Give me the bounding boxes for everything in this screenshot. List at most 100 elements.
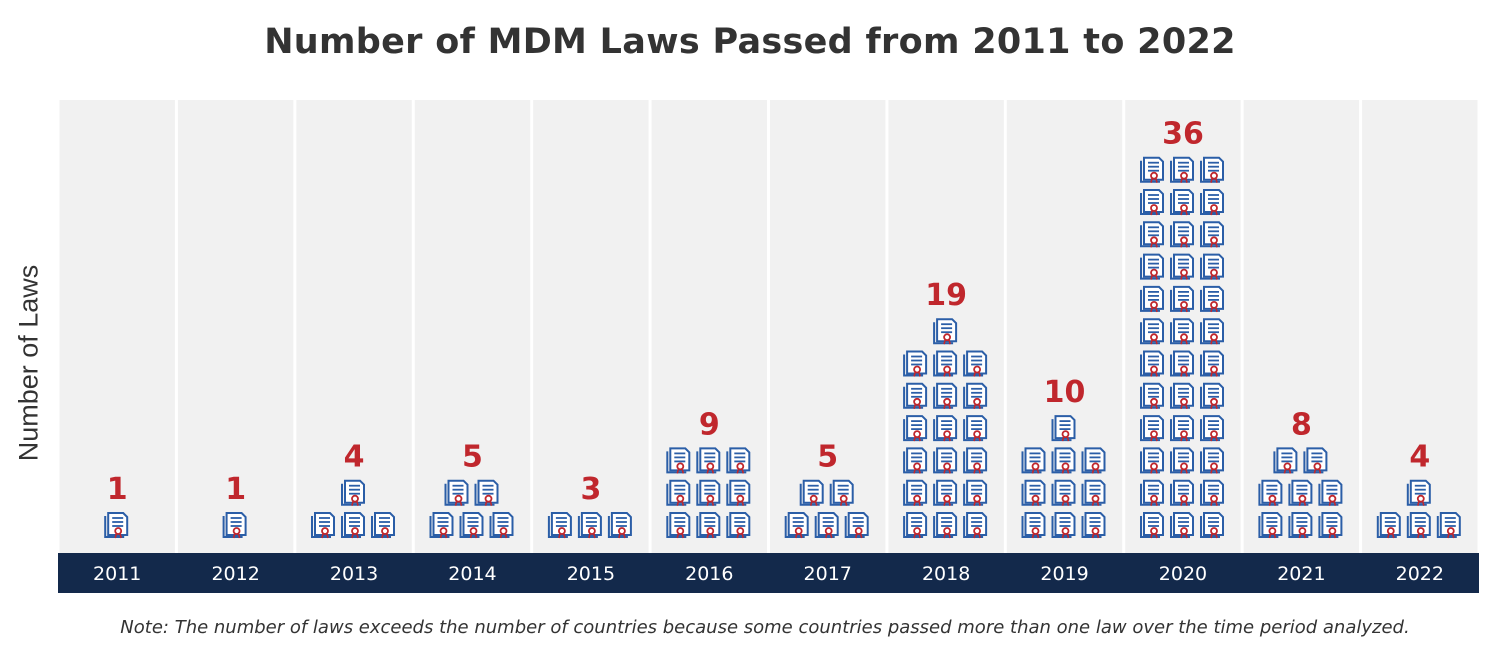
x-axis-band	[58, 553, 1479, 593]
law-document-icon	[696, 479, 721, 507]
law-document-icon	[1406, 479, 1431, 507]
law-document-icon	[489, 512, 514, 539]
law-document-icon	[1318, 479, 1343, 507]
column-panel-2021	[1243, 100, 1360, 553]
column-panel-2011	[59, 100, 175, 553]
law-document-icon	[933, 447, 958, 475]
law-document-icon	[444, 479, 469, 507]
law-document-icon	[1140, 318, 1164, 346]
law-document-icon	[104, 512, 129, 539]
law-document-icon	[429, 512, 454, 539]
law-document-icon	[1200, 221, 1224, 249]
column-panel-2017	[770, 100, 886, 553]
law-document-icon	[1200, 285, 1224, 313]
chart-note: Note: The number of laws exceeds the num…	[120, 617, 1410, 638]
column-panel-2019	[1006, 100, 1123, 553]
law-document-icon	[1288, 512, 1313, 539]
law-document-icon	[903, 415, 928, 443]
law-document-icon	[1170, 253, 1194, 281]
law-document-icon	[341, 512, 365, 539]
value-label-2017: 5	[817, 440, 838, 475]
law-document-icon	[1436, 512, 1461, 539]
law-document-icon	[1051, 415, 1076, 443]
law-document-icon	[1081, 447, 1106, 475]
law-document-icon	[1170, 512, 1194, 539]
law-document-icon	[1170, 447, 1194, 475]
law-document-icon	[311, 512, 335, 539]
law-document-icon	[1081, 479, 1106, 507]
value-label-2014: 5	[462, 440, 483, 475]
value-label-2012: 1	[225, 472, 246, 507]
law-document-icon	[547, 512, 572, 539]
law-document-icon	[1200, 479, 1224, 507]
law-document-icon	[963, 447, 988, 475]
law-document-icon	[963, 382, 988, 410]
law-document-icon	[1200, 189, 1224, 216]
law-document-icon	[1140, 382, 1164, 410]
law-document-icon	[666, 447, 691, 475]
law-document-icon	[1376, 512, 1401, 539]
law-document-icon	[799, 479, 824, 507]
law-document-icon	[1140, 479, 1164, 507]
column-panel-2016	[651, 100, 767, 553]
law-document-icon	[1258, 512, 1283, 539]
law-document-icon	[1051, 479, 1076, 507]
law-document-icon	[666, 512, 691, 539]
law-document-icon	[1140, 189, 1164, 216]
law-document-icon	[1051, 512, 1076, 539]
law-document-icon	[814, 512, 839, 539]
law-document-icon	[1200, 447, 1224, 475]
law-document-icon	[607, 512, 632, 539]
law-document-icon	[1406, 512, 1431, 539]
law-document-icon	[1140, 350, 1164, 378]
value-label-2015: 3	[580, 472, 601, 507]
law-document-icon	[933, 350, 958, 378]
law-document-icon	[371, 512, 395, 539]
x-tick-label-2020: 2020	[1159, 563, 1207, 585]
law-document-icon	[696, 512, 721, 539]
law-document-icon	[933, 382, 958, 410]
law-document-icon	[1303, 447, 1328, 475]
x-tick-label-2018: 2018	[922, 563, 970, 585]
column-panel-2015	[533, 100, 649, 553]
law-document-icon	[1273, 447, 1298, 475]
law-document-icon	[1140, 221, 1164, 249]
column-panel-2022	[1362, 100, 1478, 553]
law-document-icon	[1170, 285, 1194, 313]
x-tick-label-2011: 2011	[93, 563, 141, 585]
law-document-icon	[1140, 415, 1164, 443]
law-document-icon	[577, 512, 602, 539]
value-label-2013: 4	[344, 440, 365, 475]
law-document-icon	[1140, 447, 1164, 475]
x-tick-label-2019: 2019	[1040, 563, 1088, 585]
law-document-icon	[933, 415, 958, 443]
law-document-icon	[1170, 189, 1194, 216]
law-document-icon	[903, 512, 928, 539]
x-tick-label-2013: 2013	[330, 563, 378, 585]
law-document-icon	[963, 415, 988, 443]
value-label-2018: 19	[925, 278, 967, 313]
law-document-icon	[459, 512, 484, 539]
chart-title: Number of MDM Laws Passed from 2011 to 2…	[264, 22, 1236, 62]
x-tick-label-2015: 2015	[567, 563, 615, 585]
law-document-icon	[933, 318, 958, 346]
law-document-icon	[903, 447, 928, 475]
law-document-icon	[1170, 350, 1194, 378]
law-document-icon	[963, 479, 988, 507]
law-document-icon	[1318, 512, 1343, 539]
law-document-icon	[903, 382, 928, 410]
law-document-icon	[963, 350, 988, 378]
law-document-icon	[666, 479, 691, 507]
law-document-icon	[1170, 156, 1194, 184]
law-document-icon	[1170, 221, 1194, 249]
law-document-icon	[1170, 318, 1194, 346]
value-label-2016: 9	[699, 407, 720, 442]
column-panel-2012	[177, 100, 294, 553]
law-document-icon	[1021, 447, 1046, 475]
value-label-2021: 8	[1291, 407, 1312, 442]
law-document-icon	[1140, 285, 1164, 313]
law-document-icon	[726, 447, 751, 475]
x-tick-label-2012: 2012	[211, 563, 259, 585]
x-tick-label-2014: 2014	[448, 563, 496, 585]
